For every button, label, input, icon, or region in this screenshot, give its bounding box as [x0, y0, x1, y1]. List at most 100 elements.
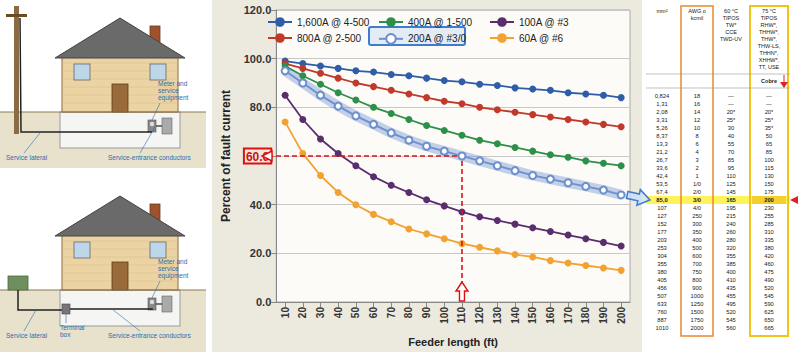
svg-text:16: 16 — [694, 101, 700, 107]
svg-text:25*: 25* — [765, 117, 774, 123]
svg-text:42,4: 42,4 — [656, 173, 668, 179]
svg-text:40: 40 — [728, 133, 734, 139]
svg-text:67,4: 67,4 — [656, 189, 668, 195]
svg-text:equipment: equipment — [158, 272, 189, 280]
svg-text:350: 350 — [692, 229, 702, 235]
svg-text:255: 255 — [764, 213, 774, 219]
svg-text:200: 200 — [616, 307, 627, 324]
svg-text:21,2: 21,2 — [656, 149, 667, 155]
svg-text:4/0: 4/0 — [693, 205, 701, 211]
svg-text:30: 30 — [728, 125, 734, 131]
svg-text:507: 507 — [657, 293, 667, 299]
svg-text:560: 560 — [726, 325, 736, 331]
svg-text:125: 125 — [726, 181, 736, 187]
svg-text:25*: 25* — [727, 117, 736, 123]
svg-text:60: 60 — [368, 307, 379, 319]
svg-text:10: 10 — [280, 307, 291, 319]
svg-text:55: 55 — [728, 141, 734, 147]
svg-text:160: 160 — [545, 307, 556, 324]
svg-text:100: 100 — [439, 307, 450, 324]
svg-text:456: 456 — [657, 285, 667, 291]
svg-text:200A @ #3/0: 200A @ #3/0 — [408, 33, 466, 44]
svg-text:900: 900 — [692, 285, 702, 291]
svg-text:1750: 1750 — [691, 317, 704, 323]
svg-text:90: 90 — [421, 307, 432, 319]
svg-text:8: 8 — [695, 133, 698, 139]
svg-text:TT, USE: TT, USE — [759, 64, 780, 70]
svg-text:150: 150 — [764, 181, 774, 187]
svg-text:130: 130 — [764, 173, 774, 179]
svg-text:—: — — [766, 93, 772, 99]
svg-text:405: 405 — [657, 277, 667, 283]
svg-text:400: 400 — [726, 269, 736, 275]
svg-text:760: 760 — [657, 309, 667, 315]
svg-text:400A @ 1-500: 400A @ 1-500 — [408, 17, 473, 28]
svg-text:152: 152 — [657, 221, 667, 227]
svg-text:600: 600 — [692, 253, 702, 259]
svg-text:95: 95 — [728, 165, 734, 171]
svg-text:1/0: 1/0 — [693, 181, 701, 187]
svg-text:service: service — [158, 265, 179, 272]
svg-text:33,6: 33,6 — [656, 165, 667, 171]
svg-text:13,3: 13,3 — [656, 141, 667, 147]
svg-text:800: 800 — [692, 277, 702, 283]
svg-text:12: 12 — [694, 117, 700, 123]
svg-text:Feeder length (ft): Feeder length (ft) — [408, 336, 498, 348]
svg-text:40: 40 — [333, 307, 344, 319]
svg-text:1: 1 — [695, 173, 698, 179]
svg-text:6: 6 — [695, 141, 698, 147]
svg-text:35*: 35* — [765, 125, 774, 131]
svg-text:0,824: 0,824 — [655, 93, 670, 99]
svg-text:3/0: 3/0 — [693, 197, 701, 203]
svg-text:8,37: 8,37 — [656, 133, 667, 139]
svg-text:127: 127 — [657, 213, 667, 219]
svg-text:53,5: 53,5 — [656, 181, 667, 187]
svg-text:5,26: 5,26 — [656, 125, 667, 131]
svg-text:TW*: TW* — [726, 22, 738, 28]
svg-text:CCE: CCE — [725, 29, 737, 35]
svg-text:253: 253 — [657, 245, 667, 251]
svg-text:700: 700 — [692, 261, 702, 267]
svg-text:195: 195 — [726, 205, 736, 211]
svg-text:Service-entrance conductors: Service-entrance conductors — [108, 154, 191, 161]
svg-text:THHW*,: THHW*, — [759, 29, 780, 35]
svg-text:310: 310 — [764, 229, 774, 235]
svg-text:2000: 2000 — [691, 325, 704, 331]
svg-text:—: — — [728, 93, 734, 99]
svg-text:equipment: equipment — [158, 94, 189, 102]
svg-text:26,7: 26,7 — [656, 157, 667, 163]
svg-text:280: 280 — [726, 237, 736, 243]
svg-text:170: 170 — [563, 307, 574, 324]
svg-text:50: 50 — [766, 133, 772, 139]
svg-text:60A @ #6: 60A @ #6 — [519, 33, 564, 44]
svg-text:XHHW*,: XHHW*, — [759, 57, 780, 63]
svg-text:145: 145 — [726, 189, 736, 195]
svg-text:203: 203 — [657, 237, 667, 243]
svg-text:460: 460 — [764, 261, 774, 267]
svg-text:2/0: 2/0 — [693, 189, 701, 195]
svg-text:285: 285 — [764, 221, 774, 227]
svg-text:box: box — [60, 331, 71, 338]
svg-text:545: 545 — [726, 317, 736, 323]
svg-text:2,08: 2,08 — [656, 109, 667, 115]
svg-text:175: 175 — [764, 189, 774, 195]
svg-text:Percent of fault current: Percent of fault current — [219, 90, 233, 222]
svg-text:3,31: 3,31 — [656, 117, 667, 123]
svg-text:250: 250 — [692, 213, 702, 219]
svg-text:1500: 1500 — [691, 309, 704, 315]
svg-text:495: 495 — [726, 301, 736, 307]
svg-text:Cobre: Cobre — [761, 78, 777, 84]
svg-text:800A @ 2-500: 800A @ 2-500 — [297, 33, 362, 44]
svg-text:520: 520 — [726, 309, 736, 315]
svg-text:TWD-UV: TWD-UV — [720, 36, 742, 42]
svg-text:300: 300 — [692, 221, 702, 227]
svg-text:650: 650 — [764, 317, 774, 323]
svg-text:TIPOS: TIPOS — [723, 15, 740, 21]
svg-text:400: 400 — [692, 237, 702, 243]
svg-text:85: 85 — [766, 149, 772, 155]
svg-text:120.0: 120.0 — [244, 4, 272, 16]
svg-text:1,31: 1,31 — [656, 101, 667, 107]
svg-text:3: 3 — [695, 157, 698, 163]
svg-text:100.0: 100.0 — [244, 53, 272, 65]
svg-text:40.0: 40.0 — [250, 199, 271, 211]
